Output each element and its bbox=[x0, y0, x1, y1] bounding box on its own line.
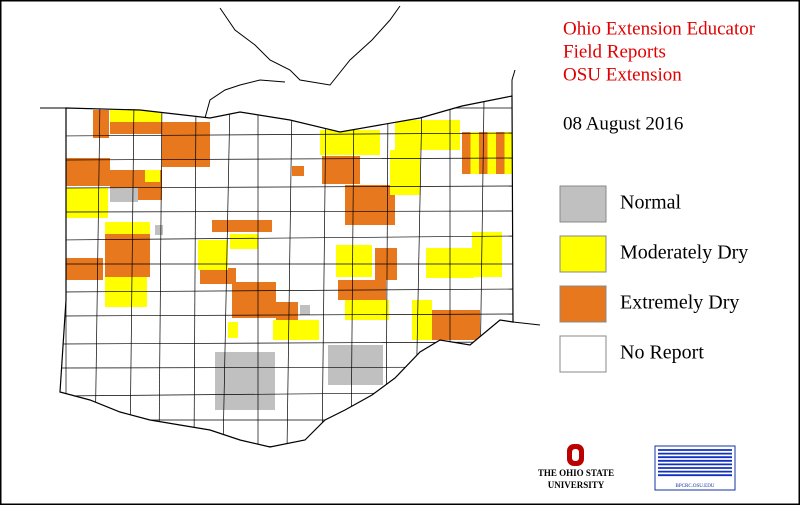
county bbox=[345, 300, 389, 320]
county bbox=[66, 258, 103, 280]
county-border bbox=[286, 99, 293, 447]
county-border bbox=[60, 210, 513, 213]
county bbox=[212, 220, 272, 232]
legend-swatch bbox=[559, 335, 607, 373]
county-border bbox=[193, 99, 197, 447]
county-stripe bbox=[487, 132, 496, 174]
county-border bbox=[60, 288, 513, 293]
county-border bbox=[158, 99, 163, 447]
osu-logo: THE OHIO STATE UNIVERSITY bbox=[538, 444, 614, 490]
osu-text: UNIVERSITY bbox=[548, 480, 605, 490]
county bbox=[110, 122, 162, 134]
county bbox=[328, 345, 383, 385]
date: 08 August 2016 bbox=[563, 113, 683, 134]
county-border bbox=[222, 99, 231, 447]
county bbox=[276, 302, 298, 320]
legend: Normal Moderately Dry Extremely Dry No Repo… bbox=[559, 185, 748, 373]
legend-swatch bbox=[559, 235, 607, 273]
county bbox=[232, 282, 276, 318]
county bbox=[66, 158, 110, 186]
county bbox=[430, 310, 480, 340]
legend-swatch bbox=[559, 285, 607, 323]
county bbox=[230, 234, 258, 249]
county-border bbox=[60, 157, 513, 161]
osu-text: THE OHIO STATE bbox=[538, 468, 614, 478]
county-border bbox=[129, 99, 135, 447]
county bbox=[66, 188, 108, 218]
legend-swatch bbox=[559, 185, 607, 223]
county-stripe bbox=[496, 132, 505, 174]
county bbox=[336, 245, 372, 277]
county bbox=[390, 150, 420, 195]
county-stripe bbox=[470, 132, 479, 174]
county-border bbox=[60, 313, 513, 317]
bpcrc-logo: BPCRC.OSU.EDU bbox=[654, 445, 736, 491]
county bbox=[198, 240, 228, 270]
county bbox=[105, 222, 150, 234]
legend-label: Normal bbox=[620, 192, 682, 214]
county-border bbox=[94, 99, 101, 447]
legend-label: Moderately Dry bbox=[620, 242, 748, 264]
county-border bbox=[60, 185, 513, 189]
county-border bbox=[350, 99, 355, 447]
county-stripe bbox=[462, 132, 471, 174]
county bbox=[105, 232, 150, 277]
legend-label: Extremely Dry bbox=[620, 292, 739, 314]
county-border bbox=[60, 235, 513, 241]
county-border bbox=[321, 99, 327, 447]
county bbox=[162, 122, 210, 167]
county bbox=[292, 166, 304, 176]
county bbox=[395, 120, 460, 150]
title-line: Field Reports bbox=[563, 41, 666, 62]
county bbox=[145, 170, 160, 182]
county bbox=[200, 268, 236, 284]
osu-block-o-inner bbox=[572, 449, 579, 461]
background-lines bbox=[40, 5, 541, 326]
county bbox=[300, 305, 310, 315]
county bbox=[93, 110, 109, 138]
legend-label: No Report bbox=[620, 342, 704, 364]
title-line: OSU Extension bbox=[563, 64, 682, 85]
county bbox=[412, 300, 432, 340]
county bbox=[472, 232, 502, 277]
county bbox=[110, 188, 138, 202]
county-stripe bbox=[504, 132, 513, 174]
title-line: Ohio Extension Educator bbox=[563, 18, 756, 39]
county bbox=[228, 322, 238, 338]
county bbox=[155, 225, 163, 235]
bpcrc-text: BPCRC.OSU.EDU bbox=[676, 484, 715, 489]
county-border bbox=[60, 132, 513, 137]
county bbox=[322, 156, 360, 184]
county bbox=[273, 320, 319, 340]
